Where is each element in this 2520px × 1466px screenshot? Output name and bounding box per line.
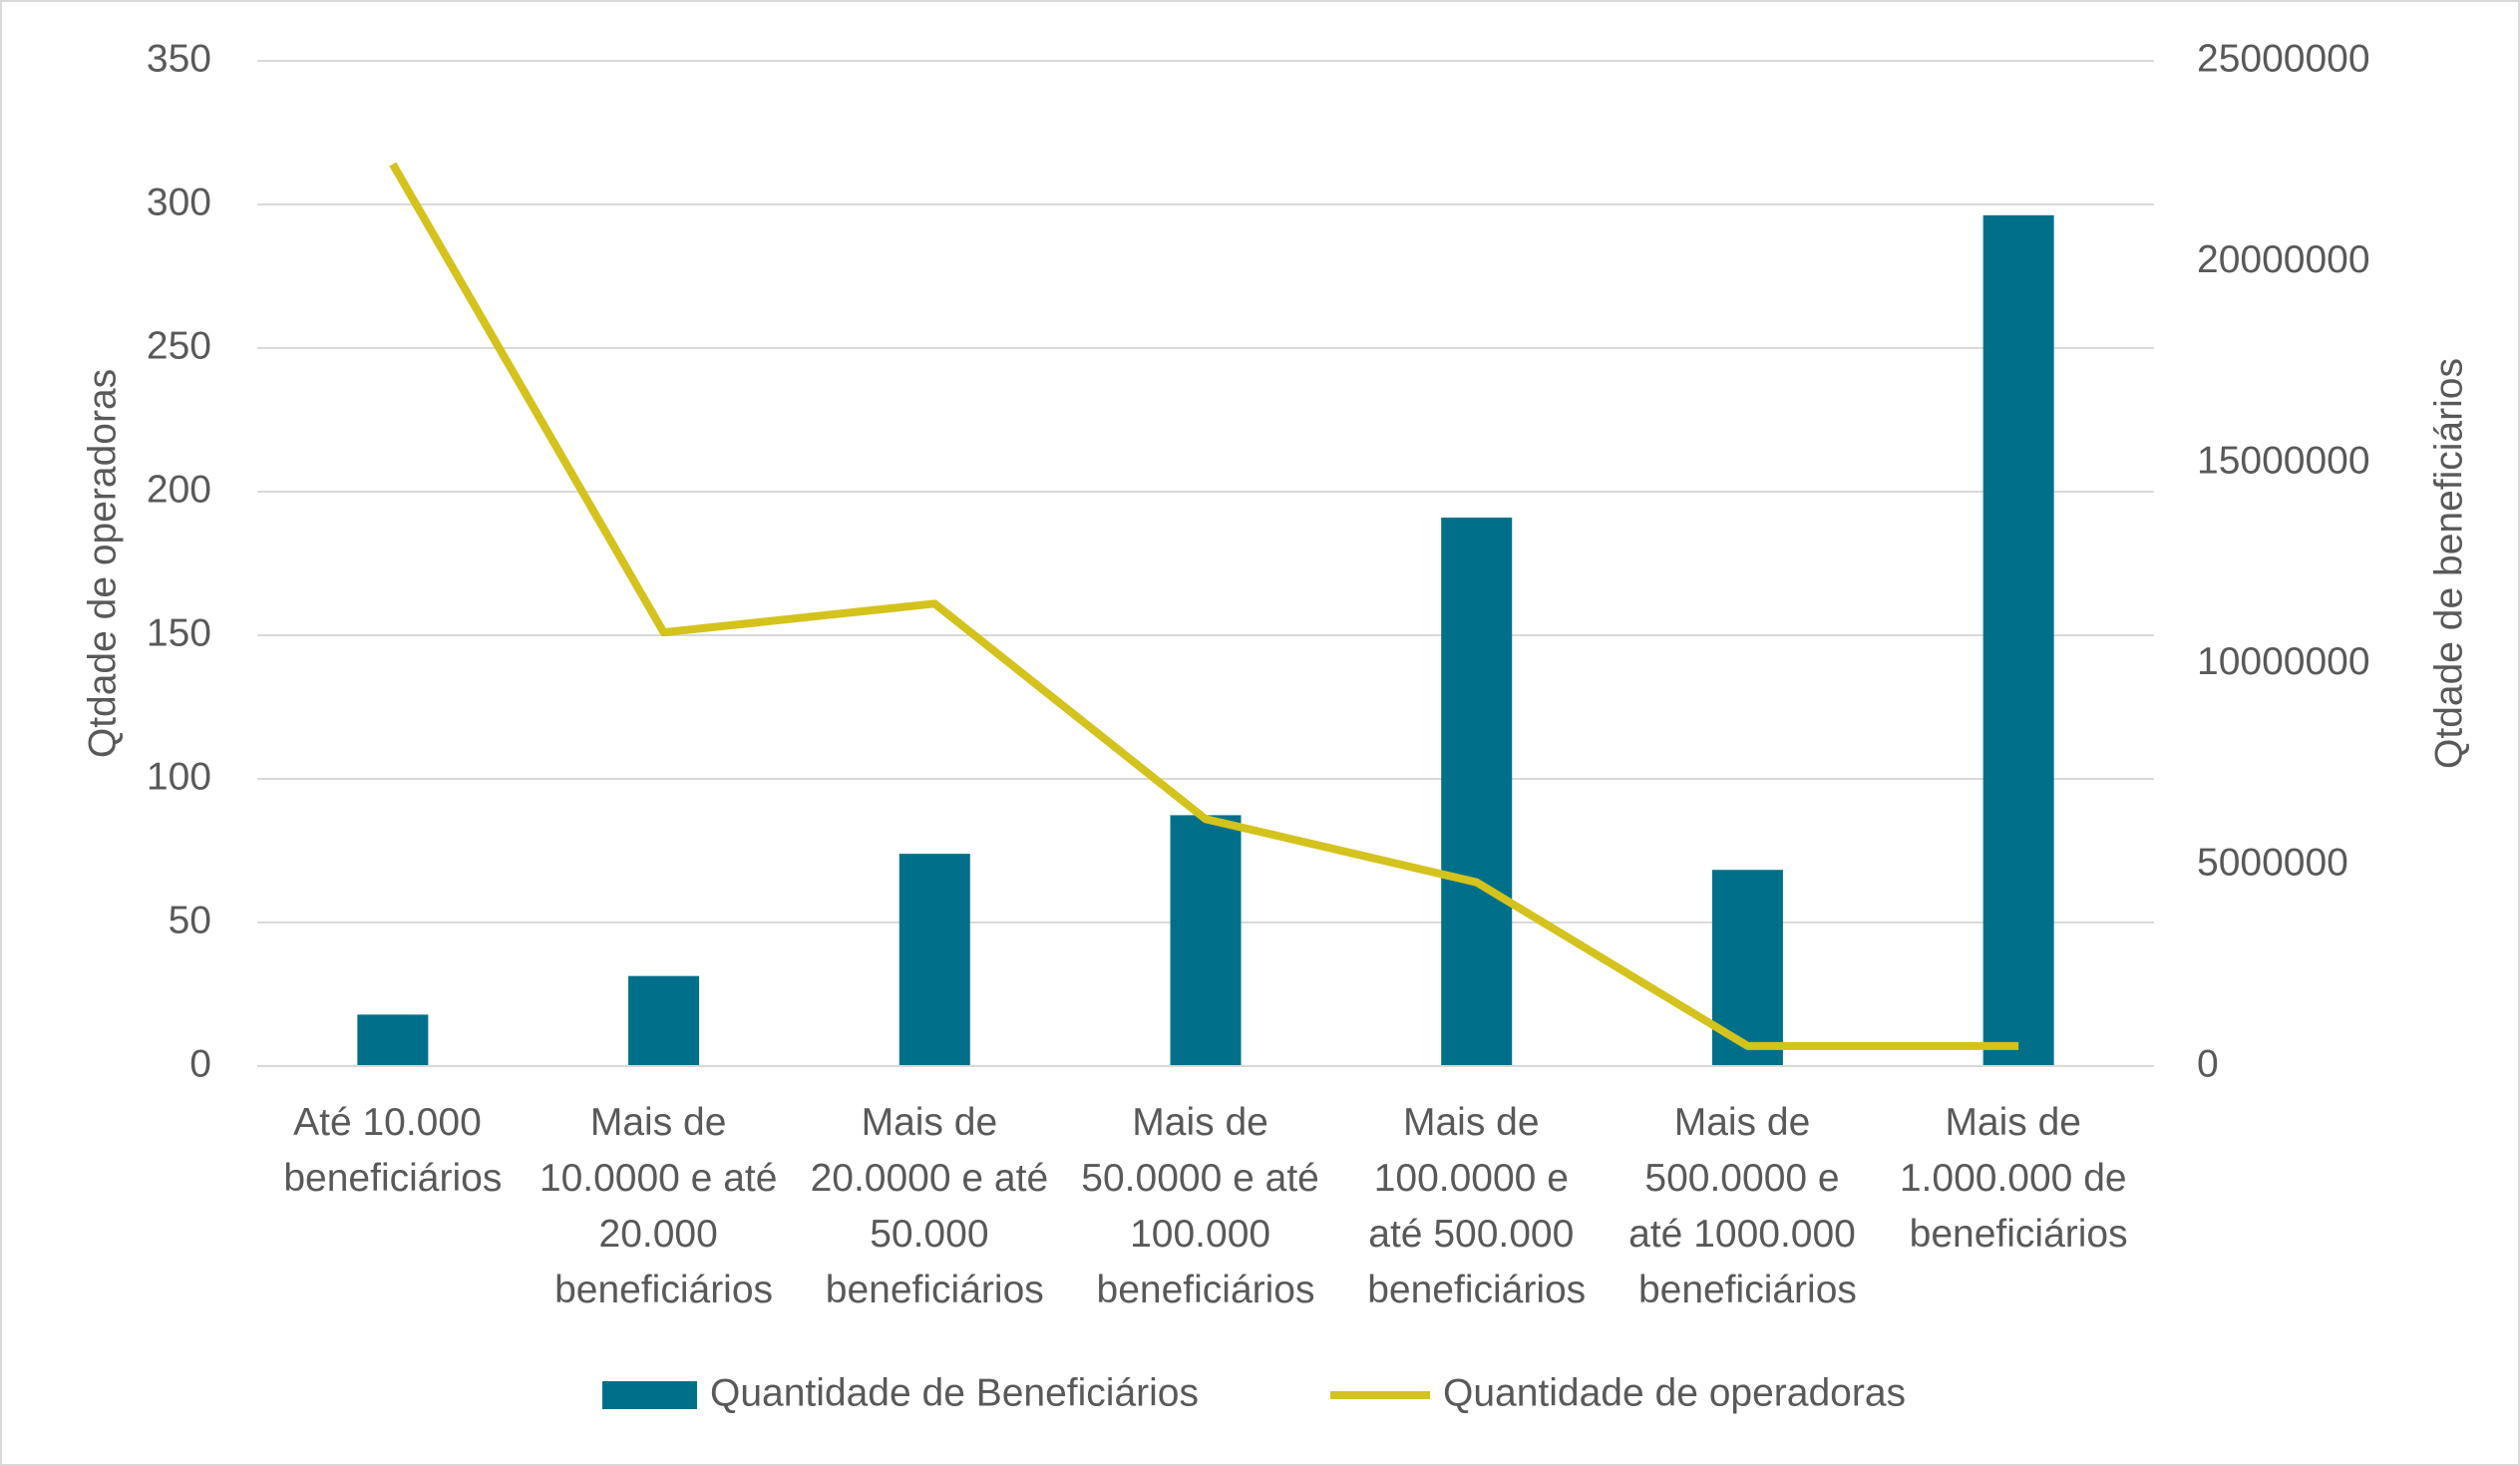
bar [1170, 815, 1242, 1066]
x-tick-label: Mais de 50.0000 e até 100.000 beneficiár… [1081, 1101, 1329, 1311]
x-tick-label: Até 10.000 beneficiários [283, 1101, 502, 1200]
y2-tick-label: 5000000 [2197, 842, 2348, 885]
x-tick-label: Mais de 100.0000 e até 500.000 beneficiá… [1367, 1101, 1586, 1311]
legend-label: Quantidade de Beneficiários [710, 1371, 1199, 1414]
bar [1982, 214, 2054, 1066]
x-tick-label: Mais de 10.0000 e até 20.000 beneficiári… [540, 1101, 788, 1311]
y2-tick-label: 0 [2197, 1042, 2219, 1085]
x-tick-label: Mais de 1.000.000 de beneficiários [1900, 1101, 2138, 1256]
y2-tick-label: 25000000 [2197, 37, 2370, 80]
y-tick-label: 150 [147, 611, 211, 654]
y-axis-title: Qtdade de operadoras [81, 369, 124, 758]
y2-tick-label: 10000000 [2197, 640, 2370, 683]
y2-tick-label: 15000000 [2197, 439, 2370, 482]
x-tick-label: Mais de 500.0000 e até 1000.000 benefici… [1628, 1101, 1867, 1311]
y-tick-label: 300 [147, 181, 211, 223]
y-tick-label: 200 [147, 468, 211, 511]
bar [899, 854, 970, 1066]
legend-label: Quantidade de operadoras [1443, 1371, 1906, 1414]
y-tick-label: 350 [147, 37, 211, 80]
legend-swatch [602, 1381, 697, 1409]
x-tick-label: Mais de 20.0000 e até 50.000 beneficiári… [811, 1101, 1059, 1311]
bar [357, 1014, 429, 1066]
y2-tick-label: 20000000 [2197, 238, 2370, 281]
y2-axis-title: Qtdade de beneficiários [2427, 358, 2470, 769]
line [389, 162, 2019, 1050]
y-tick-label: 100 [147, 755, 211, 798]
bar [1711, 870, 1783, 1066]
y-tick-label: 250 [147, 324, 211, 367]
bar [628, 975, 700, 1066]
y-tick-label: 0 [189, 1042, 211, 1085]
bar [1441, 518, 1513, 1066]
y-tick-label: 50 [169, 899, 211, 941]
